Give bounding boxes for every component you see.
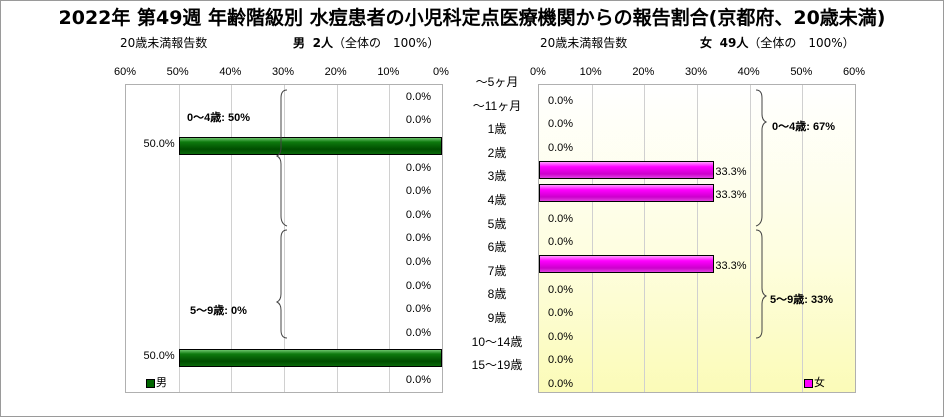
female-annotation-0-4: 0～4歳: 67% bbox=[772, 121, 835, 133]
male-gridline bbox=[336, 85, 338, 392]
female-count-label: 20歳未満報告数 bbox=[540, 36, 628, 50]
age-category-label: 1歳 bbox=[487, 122, 507, 137]
female-count-summary: 女 49人（全体の 100%） bbox=[700, 34, 855, 51]
male-x-tick: 30% bbox=[271, 66, 295, 78]
male-legend-label: 男 bbox=[156, 377, 167, 389]
age-category-label: 2歳 bbox=[487, 145, 507, 160]
male-x-tick: 60% bbox=[113, 66, 137, 78]
female-sex-label: 女 bbox=[700, 36, 713, 50]
male-value-label: 50.0% bbox=[143, 350, 175, 363]
female-value-label: 0.0% bbox=[548, 378, 574, 390]
age-category-label: 5歳 bbox=[487, 216, 507, 231]
female-value-label: 0.0% bbox=[548, 94, 574, 107]
female-value-label: 0.0% bbox=[548, 354, 574, 367]
male-value-label: 0.0% bbox=[405, 90, 431, 103]
male-value-label: 0.0% bbox=[405, 279, 431, 292]
female-total: （全体の 100%） bbox=[748, 36, 855, 50]
age-category-label: ～5ヶ月 bbox=[475, 75, 519, 89]
male-value-label: 0.0% bbox=[405, 326, 431, 339]
male-bar bbox=[178, 137, 442, 155]
female-gridline bbox=[749, 85, 751, 392]
male-value-label: 0.0% bbox=[405, 256, 431, 268]
male-gridline bbox=[231, 85, 233, 392]
male-value-label: 0.0% bbox=[405, 374, 431, 386]
male-x-tick: 0% bbox=[433, 66, 449, 78]
female-x-tick: 50% bbox=[790, 66, 813, 78]
age-category-label: 8歳 bbox=[487, 287, 507, 302]
male-legend-swatch bbox=[146, 378, 155, 388]
female-value-label: 0.0% bbox=[548, 118, 574, 131]
female-value-label: 0.0% bbox=[548, 212, 574, 225]
age-category-label: 4歳 bbox=[487, 193, 507, 207]
female-bar bbox=[539, 255, 715, 273]
female-x-tick: 20% bbox=[632, 66, 655, 78]
male-value-label: 0.0% bbox=[405, 185, 431, 198]
female-value-label: 0.0% bbox=[548, 283, 574, 296]
male-annotation-5-9: 5～9歳: 0% bbox=[190, 305, 247, 317]
male-age-group-braces bbox=[275, 89, 288, 339]
male-x-tick: 10% bbox=[377, 66, 400, 78]
female-age-group-braces bbox=[755, 89, 768, 339]
male-value-label: 0.0% bbox=[405, 303, 431, 316]
female-x-tick: 10% bbox=[579, 66, 602, 78]
female-gridline bbox=[591, 85, 593, 392]
chart-title: 2022年 第49週 年齢階級別 水痘患者の小児科定点医療機関からの報告割合(京… bbox=[58, 7, 886, 29]
age-category-label: 9歳 bbox=[487, 311, 507, 325]
age-category-label: 15～19歳 bbox=[471, 358, 523, 373]
female-value-label: 0.0% bbox=[548, 330, 574, 343]
male-gridline bbox=[178, 85, 180, 392]
female-x-tick: 40% bbox=[737, 66, 760, 78]
male-gridline bbox=[389, 85, 391, 392]
male-value-label: 0.0% bbox=[405, 161, 431, 174]
female-x-tick: 60% bbox=[842, 66, 866, 78]
male-sex-label: 男 bbox=[293, 36, 306, 50]
female-bar bbox=[539, 184, 715, 203]
female-gridline bbox=[644, 85, 646, 392]
male-legend: 男 bbox=[146, 374, 167, 390]
male-value-label: 50.0% bbox=[143, 138, 175, 150]
age-category-label: 7歳 bbox=[487, 263, 507, 278]
male-value-label: 0.0% bbox=[405, 114, 431, 127]
age-category-label: 6歳 bbox=[487, 240, 507, 255]
male-value-label: 0.0% bbox=[405, 208, 431, 221]
male-value-label: 0.0% bbox=[405, 232, 431, 245]
male-gridline bbox=[284, 85, 285, 392]
female-value-label: 0.0% bbox=[548, 236, 574, 249]
female-value-label: 0.0% bbox=[548, 142, 574, 154]
female-annotation-5-9: 5～9歳: 33% bbox=[770, 294, 833, 306]
female-plot-area bbox=[538, 84, 856, 393]
female-x-tick: 0% bbox=[530, 66, 546, 78]
male-plot-area bbox=[125, 84, 443, 393]
female-x-tick: 30% bbox=[684, 66, 708, 78]
female-gridline bbox=[802, 85, 804, 392]
male-bar bbox=[178, 349, 442, 368]
male-total: （全体の 100%） bbox=[333, 36, 440, 50]
female-value-label: 0.0% bbox=[548, 307, 574, 320]
female-gridline bbox=[697, 85, 698, 392]
male-x-tick: 40% bbox=[219, 66, 242, 78]
female-legend-swatch bbox=[804, 378, 813, 388]
age-category-label: 10～14歳 bbox=[471, 334, 523, 349]
female-legend: 女 bbox=[804, 374, 825, 390]
age-category-label: 3歳 bbox=[487, 169, 507, 184]
male-count: 2人 bbox=[312, 36, 334, 50]
male-annotation-0-4: 0～4歳: 50% bbox=[187, 112, 250, 124]
female-value-label: 33.3% bbox=[715, 165, 747, 178]
male-x-tick: 50% bbox=[166, 66, 189, 78]
female-bar bbox=[539, 160, 715, 179]
age-category-label: ～11ヶ月 bbox=[472, 98, 522, 113]
female-legend-label: 女 bbox=[814, 377, 825, 389]
male-x-tick: 20% bbox=[324, 66, 347, 78]
male-count-summary: 男 2人（全体の 100%） bbox=[293, 34, 439, 51]
female-value-label: 33.3% bbox=[715, 260, 747, 272]
male-count-label: 20歳未満報告数 bbox=[120, 36, 208, 50]
female-value-label: 33.3% bbox=[715, 189, 747, 202]
female-count: 49人 bbox=[719, 36, 749, 50]
